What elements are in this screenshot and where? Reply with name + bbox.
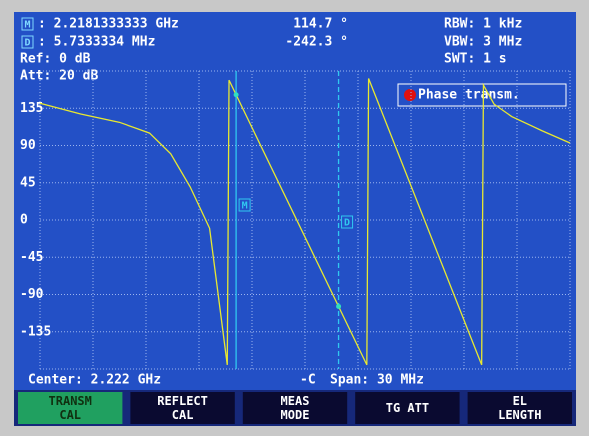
marker-point [233, 92, 239, 98]
span: Span: 30 MHz [330, 373, 424, 388]
center: Center: 2.222 GHz [28, 373, 161, 388]
marker-flag-label: M [242, 201, 248, 212]
y-tick-label: -45 [20, 250, 43, 265]
softkey-label: MEAS MODE [281, 394, 310, 422]
ref: Ref: 0 dB [20, 52, 91, 67]
marker-point [336, 303, 342, 309]
marker-icon [21, 17, 34, 31]
trace [39, 78, 571, 366]
display [14, 12, 576, 390]
y-tick-label: 135 [20, 101, 43, 116]
softkey-line: LENGTH [498, 408, 541, 422]
marker-flag [341, 215, 354, 229]
softkey[interactable] [18, 392, 123, 424]
legend-dot [404, 89, 416, 101]
legend-label: Phase transm. [418, 88, 520, 103]
softkey[interactable] [467, 392, 572, 424]
softkey[interactable] [242, 392, 348, 424]
softkey-line: TRANSM [49, 394, 92, 408]
softkey-line: CAL [172, 408, 194, 422]
y-tick-label: 90 [20, 138, 36, 153]
att: Att: 20 dB [20, 69, 98, 84]
span-icon: -C [300, 373, 316, 388]
softkey-label: EL LENGTH [498, 394, 541, 422]
y-tick-label: -135 [20, 324, 51, 339]
delta-value: -242.3 ° [285, 35, 348, 50]
marker-flag-label: D [344, 218, 350, 229]
softkey-line: MEAS [281, 394, 310, 408]
marker-freq: : 2.2181333333 GHz [38, 17, 179, 32]
softkey-line: MODE [281, 408, 310, 422]
softkey-line: TG ATT [386, 401, 429, 415]
softkey-label: TRANSM CAL [49, 394, 92, 422]
marker-icon-label: M [24, 20, 30, 31]
softkey-line: CAL [59, 408, 81, 422]
softkey-label: REFLECT CAL [157, 394, 208, 422]
delta-icon [21, 35, 34, 49]
softkey[interactable] [355, 392, 460, 424]
marker-flag [238, 198, 251, 212]
y-tick-label: 45 [20, 175, 36, 190]
legend-box [397, 83, 567, 107]
softkey[interactable] [130, 392, 235, 424]
swt: SWT: 1 s [444, 52, 507, 67]
softkey-line: REFLECT [157, 394, 208, 408]
vbw: VBW: 3 MHz [444, 35, 522, 50]
delta-freq: : 5.7333334 MHz [38, 35, 155, 50]
rbw: RBW: 1 kHz [444, 17, 522, 32]
delta-icon-label: D [24, 38, 30, 49]
marker-value: 114.7 ° [293, 17, 348, 32]
y-tick-label: -90 [20, 287, 44, 302]
softkey-label: TG ATT [386, 401, 429, 415]
y-tick-label: 0 [20, 213, 28, 228]
softkey-line: EL [513, 394, 527, 408]
